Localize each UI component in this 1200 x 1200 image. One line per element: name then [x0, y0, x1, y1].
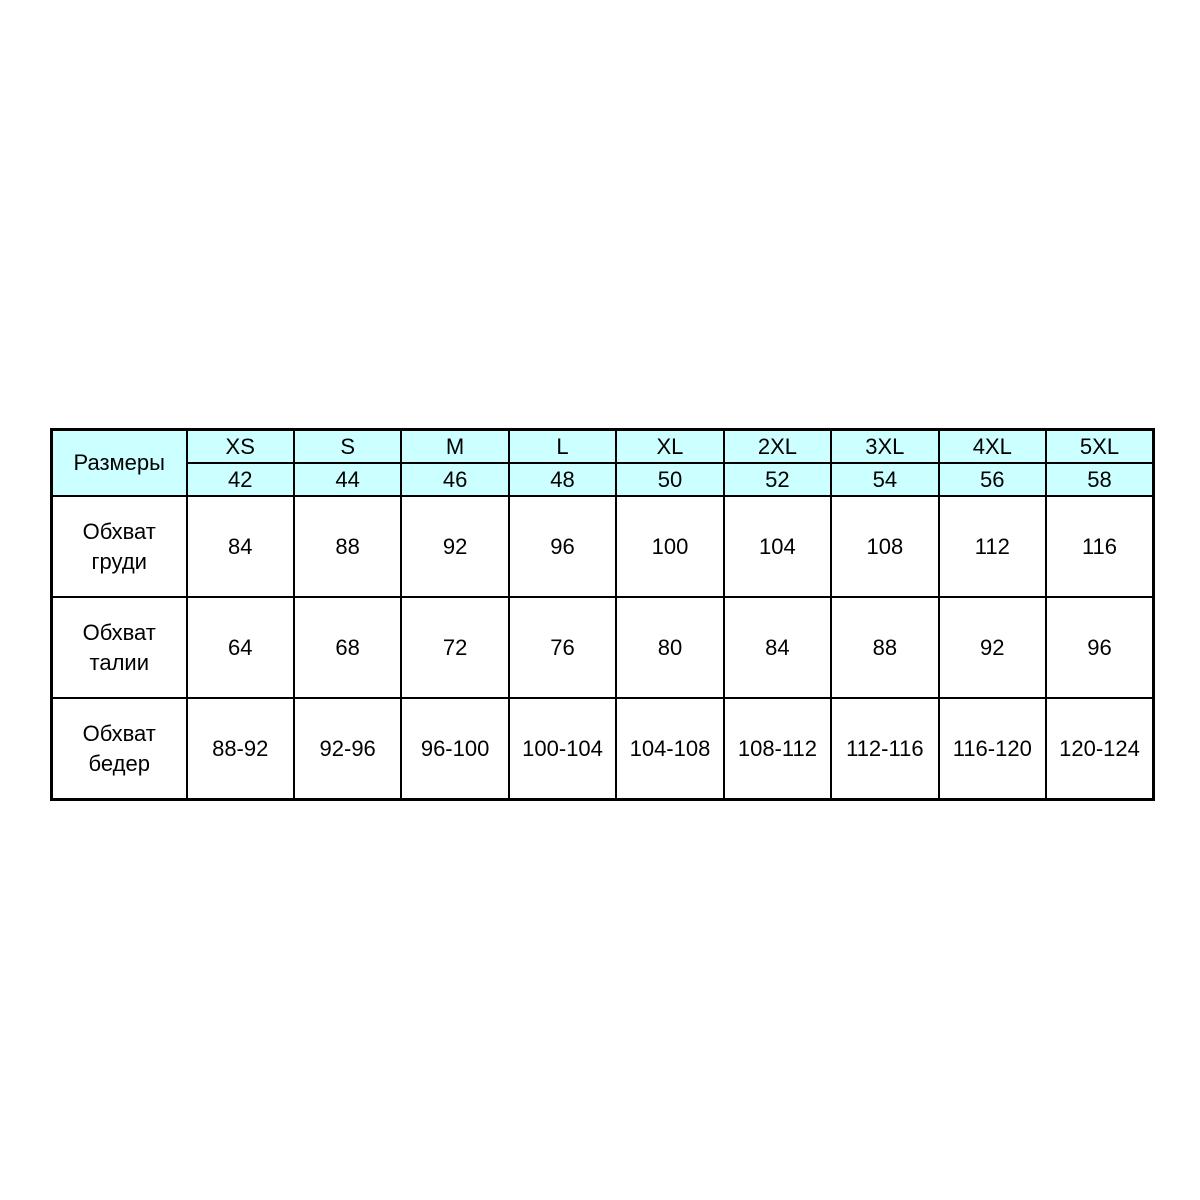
value-cell: 72 [400, 596, 510, 699]
size-label-cell: XS [185, 428, 295, 464]
value-cell: 88 [830, 596, 940, 699]
corner-header-cell: Размеры [50, 428, 188, 497]
value-cell: 112-116 [830, 697, 940, 801]
chest-row: Обхват груди 84 88 92 96 100 104 108 112… [50, 495, 1155, 598]
value-cell: 96 [1045, 596, 1155, 699]
value-cell: 104 [722, 495, 833, 598]
size-label-row: Размеры XS S M L XL 2XL 3XL 4XL 5XL [50, 428, 1155, 497]
size-number-cell: 56 [937, 462, 1048, 497]
value-cell: 104-108 [615, 697, 725, 801]
value-cell: 64 [185, 596, 295, 699]
value-cell: 88-92 [185, 697, 295, 801]
waist-row: Обхват талии 64 68 72 76 80 84 88 92 96 [50, 596, 1155, 699]
value-cell: 68 [292, 596, 403, 699]
value-cell: 100 [615, 495, 725, 598]
size-label-cell: XL [615, 428, 725, 464]
size-chart-table-container: Размеры XS S M L XL 2XL 3XL 4XL 5XL 42 4… [50, 428, 1155, 801]
size-number-cell: 42 [185, 462, 295, 497]
value-cell: 96 [507, 495, 618, 598]
value-cell: 92-96 [292, 697, 403, 801]
hips-row: Обхват бедер 88-92 92-96 96-100 100-104 … [50, 697, 1155, 801]
size-number-cell: 46 [400, 462, 510, 497]
size-number-cell: 50 [615, 462, 725, 497]
size-label-cell: 3XL [830, 428, 940, 464]
measurement-label-cell: Обхват талии [50, 596, 188, 699]
value-cell: 80 [615, 596, 725, 699]
value-cell: 108-112 [722, 697, 833, 801]
value-cell: 116-120 [937, 697, 1048, 801]
value-cell: 76 [507, 596, 618, 699]
size-chart-table: Размеры XS S M L XL 2XL 3XL 4XL 5XL 42 4… [50, 428, 1155, 801]
size-label-cell: L [507, 428, 618, 464]
value-cell: 84 [185, 495, 295, 598]
size-label-cell: 4XL [937, 428, 1048, 464]
value-cell: 92 [937, 596, 1048, 699]
value-cell: 96-100 [400, 697, 510, 801]
value-cell: 100-104 [507, 697, 618, 801]
size-label-cell: 2XL [722, 428, 833, 464]
size-label-cell: M [400, 428, 510, 464]
value-cell: 112 [937, 495, 1048, 598]
value-cell: 88 [292, 495, 403, 598]
size-number-row: 42 44 46 48 50 52 54 56 58 [52, 462, 1155, 497]
value-cell: 116 [1045, 495, 1155, 598]
measurement-label-cell: Обхват бедер [50, 697, 188, 801]
value-cell: 84 [722, 596, 833, 699]
size-label-cell: 5XL [1045, 428, 1155, 464]
size-number-cell: 52 [722, 462, 833, 497]
size-number-cell: 58 [1045, 462, 1155, 497]
value-cell: 120-124 [1045, 697, 1155, 801]
value-cell: 92 [400, 495, 510, 598]
value-cell: 108 [830, 495, 940, 598]
size-number-cell: 48 [507, 462, 618, 497]
size-label-cell: S [292, 428, 403, 464]
measurement-label-cell: Обхват груди [50, 495, 188, 598]
size-number-cell: 54 [830, 462, 940, 497]
size-number-cell: 44 [292, 462, 403, 497]
